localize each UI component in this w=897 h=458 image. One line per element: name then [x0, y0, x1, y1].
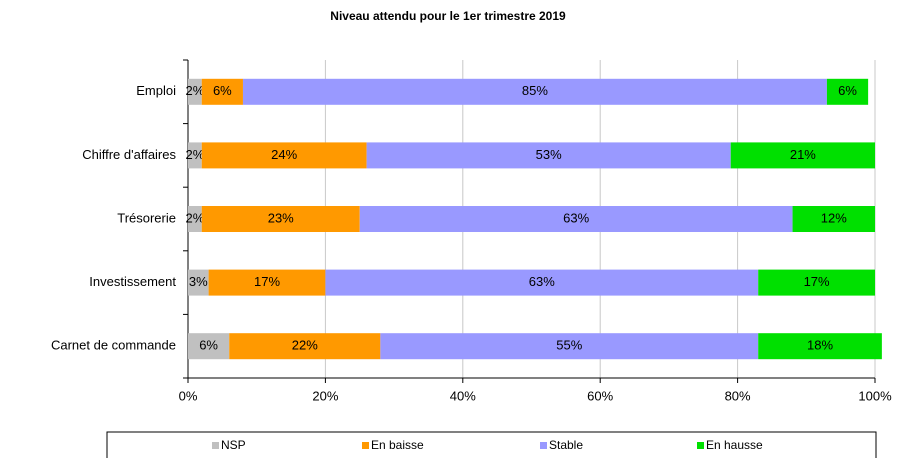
- bar-segment: [366, 142, 731, 169]
- bar-segment: [188, 142, 202, 169]
- y-tick-label: Trésorerie: [117, 210, 176, 225]
- data-label: 21%: [790, 147, 816, 162]
- data-label: 6%: [213, 83, 232, 98]
- bar-segment: [188, 269, 209, 296]
- legend-swatch: [362, 442, 369, 449]
- bar-segment: [188, 333, 230, 360]
- bar-segment: [208, 269, 326, 296]
- bar-segment: [826, 78, 869, 105]
- data-label: 85%: [522, 83, 548, 98]
- x-tick-label: 40%: [450, 388, 476, 403]
- data-label: 3%: [189, 274, 208, 289]
- bar-segment: [758, 269, 875, 296]
- data-label: 17%: [254, 274, 280, 289]
- legend-label: En hausse: [706, 438, 763, 452]
- data-label: 63%: [563, 210, 589, 225]
- legend-swatch: [212, 442, 219, 449]
- bar-segment: [201, 206, 360, 232]
- y-tick-label: Chiffre d'affaires: [82, 147, 176, 162]
- bar-segment: [758, 333, 882, 360]
- data-label: 22%: [292, 338, 318, 353]
- x-tick-label: 0%: [179, 388, 198, 403]
- bar-segment: [201, 142, 367, 169]
- data-label: 6%: [199, 338, 218, 353]
- data-label: 2%: [185, 210, 204, 225]
- y-tick-label: Investissement: [89, 274, 176, 289]
- bar-segment: [242, 78, 827, 105]
- legend-swatch: [697, 442, 704, 449]
- x-tick-label: 20%: [312, 388, 338, 403]
- bar-segment: [359, 206, 793, 232]
- bar-segment: [792, 206, 875, 232]
- data-label: 55%: [556, 338, 582, 353]
- legend-label: NSP: [221, 438, 246, 452]
- legend-label: Stable: [549, 438, 583, 452]
- bar-segment: [325, 269, 759, 296]
- y-tick-label: Emploi: [136, 83, 176, 98]
- legend-box: [106, 431, 877, 458]
- data-label: 53%: [536, 147, 562, 162]
- x-tick-label: 60%: [587, 388, 613, 403]
- legend-label: En baisse: [371, 438, 424, 452]
- data-label: 18%: [807, 338, 833, 353]
- bar-segment: [201, 78, 243, 105]
- legend-swatch: [540, 442, 547, 449]
- x-tick-label: 100%: [858, 388, 892, 403]
- data-label: 2%: [185, 147, 204, 162]
- data-label: 6%: [838, 83, 857, 98]
- data-label: 2%: [185, 83, 204, 98]
- data-label: 17%: [804, 274, 830, 289]
- chart-title: Niveau attendu pour le 1er trimestre 201…: [330, 9, 566, 23]
- bar-segment: [380, 333, 759, 360]
- y-tick-label: Carnet de commande: [51, 338, 176, 353]
- bar-segment: [188, 206, 202, 232]
- data-label: 23%: [268, 210, 294, 225]
- bar-segment: [229, 333, 381, 360]
- data-label: 12%: [821, 210, 847, 225]
- bar-segment: [188, 78, 202, 105]
- data-label: 24%: [271, 147, 297, 162]
- x-tick-label: 80%: [725, 388, 751, 403]
- bar-segment: [730, 142, 875, 169]
- data-label: 63%: [529, 274, 555, 289]
